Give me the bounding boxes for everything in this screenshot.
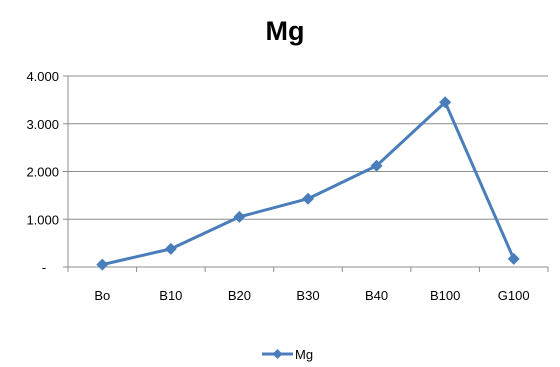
data-point <box>370 159 383 172</box>
data-point <box>233 210 246 223</box>
data-point <box>507 252 520 265</box>
data-point <box>439 96 452 109</box>
legend-marker <box>272 349 283 359</box>
x-tick-labels: Bo B10 B20 B30 B40 B100 G100 <box>94 288 529 303</box>
x-tick-label: B20 <box>228 288 251 303</box>
y-tick-label: 4.000 <box>26 69 59 84</box>
legend: Mg <box>262 347 313 362</box>
axes <box>63 75 549 272</box>
series-line-mg <box>101 100 516 267</box>
x-tick-label: B40 <box>365 288 388 303</box>
y-tick-label: 2.000 <box>26 165 59 180</box>
series-layer <box>96 96 520 271</box>
y-tick-labels: - 1.000 2.000 3.000 4.000 <box>26 69 59 275</box>
x-tick-label: G100 <box>498 288 530 303</box>
data-point <box>96 258 109 271</box>
legend-label: Mg <box>295 347 313 362</box>
y-tick-label: - <box>42 260 46 275</box>
x-tick-label: B100 <box>430 288 460 303</box>
data-point <box>164 242 177 255</box>
x-tick-label: B30 <box>296 288 319 303</box>
y-tick-label: 3.000 <box>26 117 59 132</box>
data-point <box>302 192 314 205</box>
x-tick-label: B10 <box>159 288 182 303</box>
chart-title: Mg <box>266 16 305 46</box>
x-tick-label: Bo <box>94 288 110 303</box>
grid-lines <box>68 75 548 220</box>
y-tick-label: 1.000 <box>26 212 59 227</box>
